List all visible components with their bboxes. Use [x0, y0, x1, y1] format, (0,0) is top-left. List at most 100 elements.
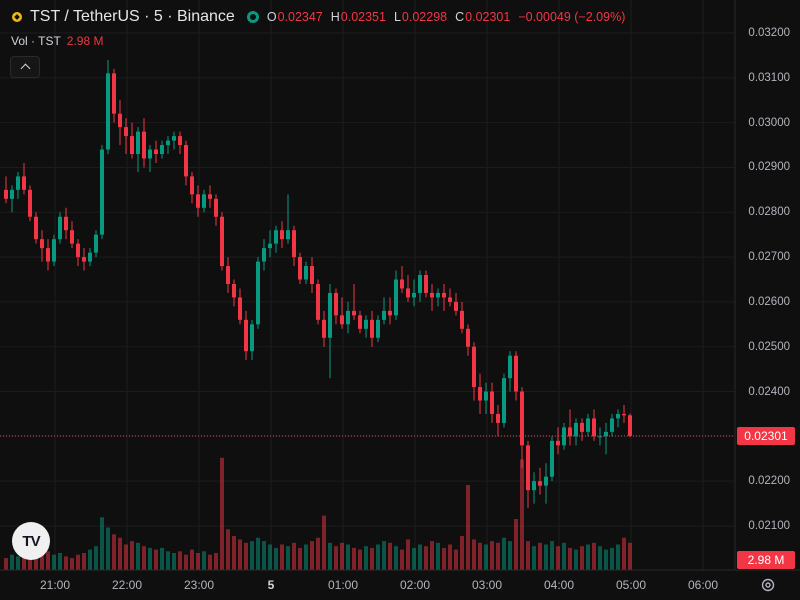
candle [340, 315, 344, 325]
volume-bar [628, 542, 632, 570]
volume-bar [538, 542, 542, 570]
volume-bar [136, 542, 140, 570]
volume-bar [232, 536, 236, 570]
candle [520, 391, 524, 446]
candle [400, 279, 404, 289]
volume-bar [256, 537, 260, 570]
volume-bar [34, 558, 38, 570]
candle [346, 310, 350, 325]
volume-bar [616, 544, 620, 570]
candle [76, 243, 80, 258]
volume-bar [208, 554, 212, 570]
volume-bar [76, 554, 80, 570]
candle [328, 292, 332, 338]
volume-bar [406, 539, 410, 570]
volume-bar [502, 537, 506, 570]
candle [64, 216, 68, 231]
volume-bar [394, 546, 398, 570]
volume-bar [442, 547, 446, 570]
candle [610, 418, 614, 432]
tradingview-logo-icon[interactable]: TV [12, 522, 50, 560]
candle [592, 418, 596, 437]
candle [4, 189, 8, 199]
time-tick-label: 5 [267, 578, 275, 592]
volume-bar [622, 537, 626, 570]
volume-bar [202, 551, 206, 570]
candle [448, 297, 452, 302]
volume-bar [430, 541, 434, 570]
candle [454, 301, 458, 311]
candle [94, 234, 98, 253]
price-tick-label: 0.02700 [748, 251, 790, 264]
volume-bar [238, 539, 242, 570]
volume-bar [460, 536, 464, 570]
candle [586, 418, 590, 432]
volume-label: Vol · TST [11, 34, 61, 48]
volume-bar [328, 542, 332, 570]
candle [274, 230, 278, 244]
time-tick-label: 21:00 [39, 578, 71, 592]
candles [4, 59, 632, 509]
candle [112, 73, 116, 114]
volume-bar [52, 554, 56, 570]
candle [124, 127, 128, 137]
candle [70, 230, 74, 244]
symbol-title[interactable]: TST / TetherUS · 5 · Binance [30, 8, 235, 25]
candle [568, 427, 572, 437]
price-tick-label: 0.02900 [748, 161, 790, 174]
last-price-badge: 0.02301 [737, 426, 795, 445]
volume-bar [544, 544, 548, 570]
candle [136, 131, 140, 155]
volume-legend: Vol · TST 2.98 M [11, 34, 103, 48]
volume-bar [346, 544, 350, 570]
price-tick-label: 0.02600 [748, 295, 790, 308]
candle [154, 149, 158, 155]
candle [196, 194, 200, 208]
candle [460, 310, 464, 329]
candle [250, 324, 254, 352]
volume-bar [292, 542, 296, 570]
volume-bar [424, 546, 428, 570]
candle [166, 140, 170, 146]
volume-bar [532, 546, 536, 570]
price-tick-label: 0.02100 [748, 520, 790, 532]
candle [40, 239, 44, 249]
candle [406, 288, 410, 298]
candle [106, 73, 110, 150]
volume-bar [418, 544, 422, 570]
volume-bar [412, 547, 416, 570]
gear-icon[interactable] [760, 577, 776, 593]
ohlc-close: C0.02301 [455, 10, 511, 24]
volume-bar [112, 534, 116, 570]
volume-bar [568, 547, 572, 570]
candle [310, 266, 314, 284]
volume-bar [298, 547, 302, 570]
candle [298, 257, 302, 280]
volume-bar [310, 541, 314, 570]
candle [190, 176, 194, 195]
volume-bar [592, 542, 596, 570]
collapse-legend-button[interactable] [10, 56, 40, 78]
candle [484, 391, 488, 401]
volume-bar [472, 539, 476, 570]
candle [580, 422, 584, 432]
time-tick-label: 22:00 [111, 578, 143, 592]
volume-bar [586, 544, 590, 570]
time-tick-label: 03:00 [471, 578, 503, 592]
volume-bar [4, 558, 8, 570]
time-tick-label: 04:00 [543, 578, 575, 592]
volume-bar [142, 546, 146, 570]
volume-bar [286, 546, 290, 570]
chart-grid [0, 0, 735, 570]
candle [22, 176, 26, 190]
candle [502, 378, 506, 423]
volume-bar [118, 537, 122, 570]
tst-coin-icon [12, 12, 22, 22]
volume-bar [556, 546, 560, 570]
candle [352, 310, 356, 316]
volume-bar [580, 546, 584, 570]
volume-bar [154, 549, 158, 570]
chevron-up-icon [20, 63, 30, 74]
volume-bar [496, 542, 500, 570]
